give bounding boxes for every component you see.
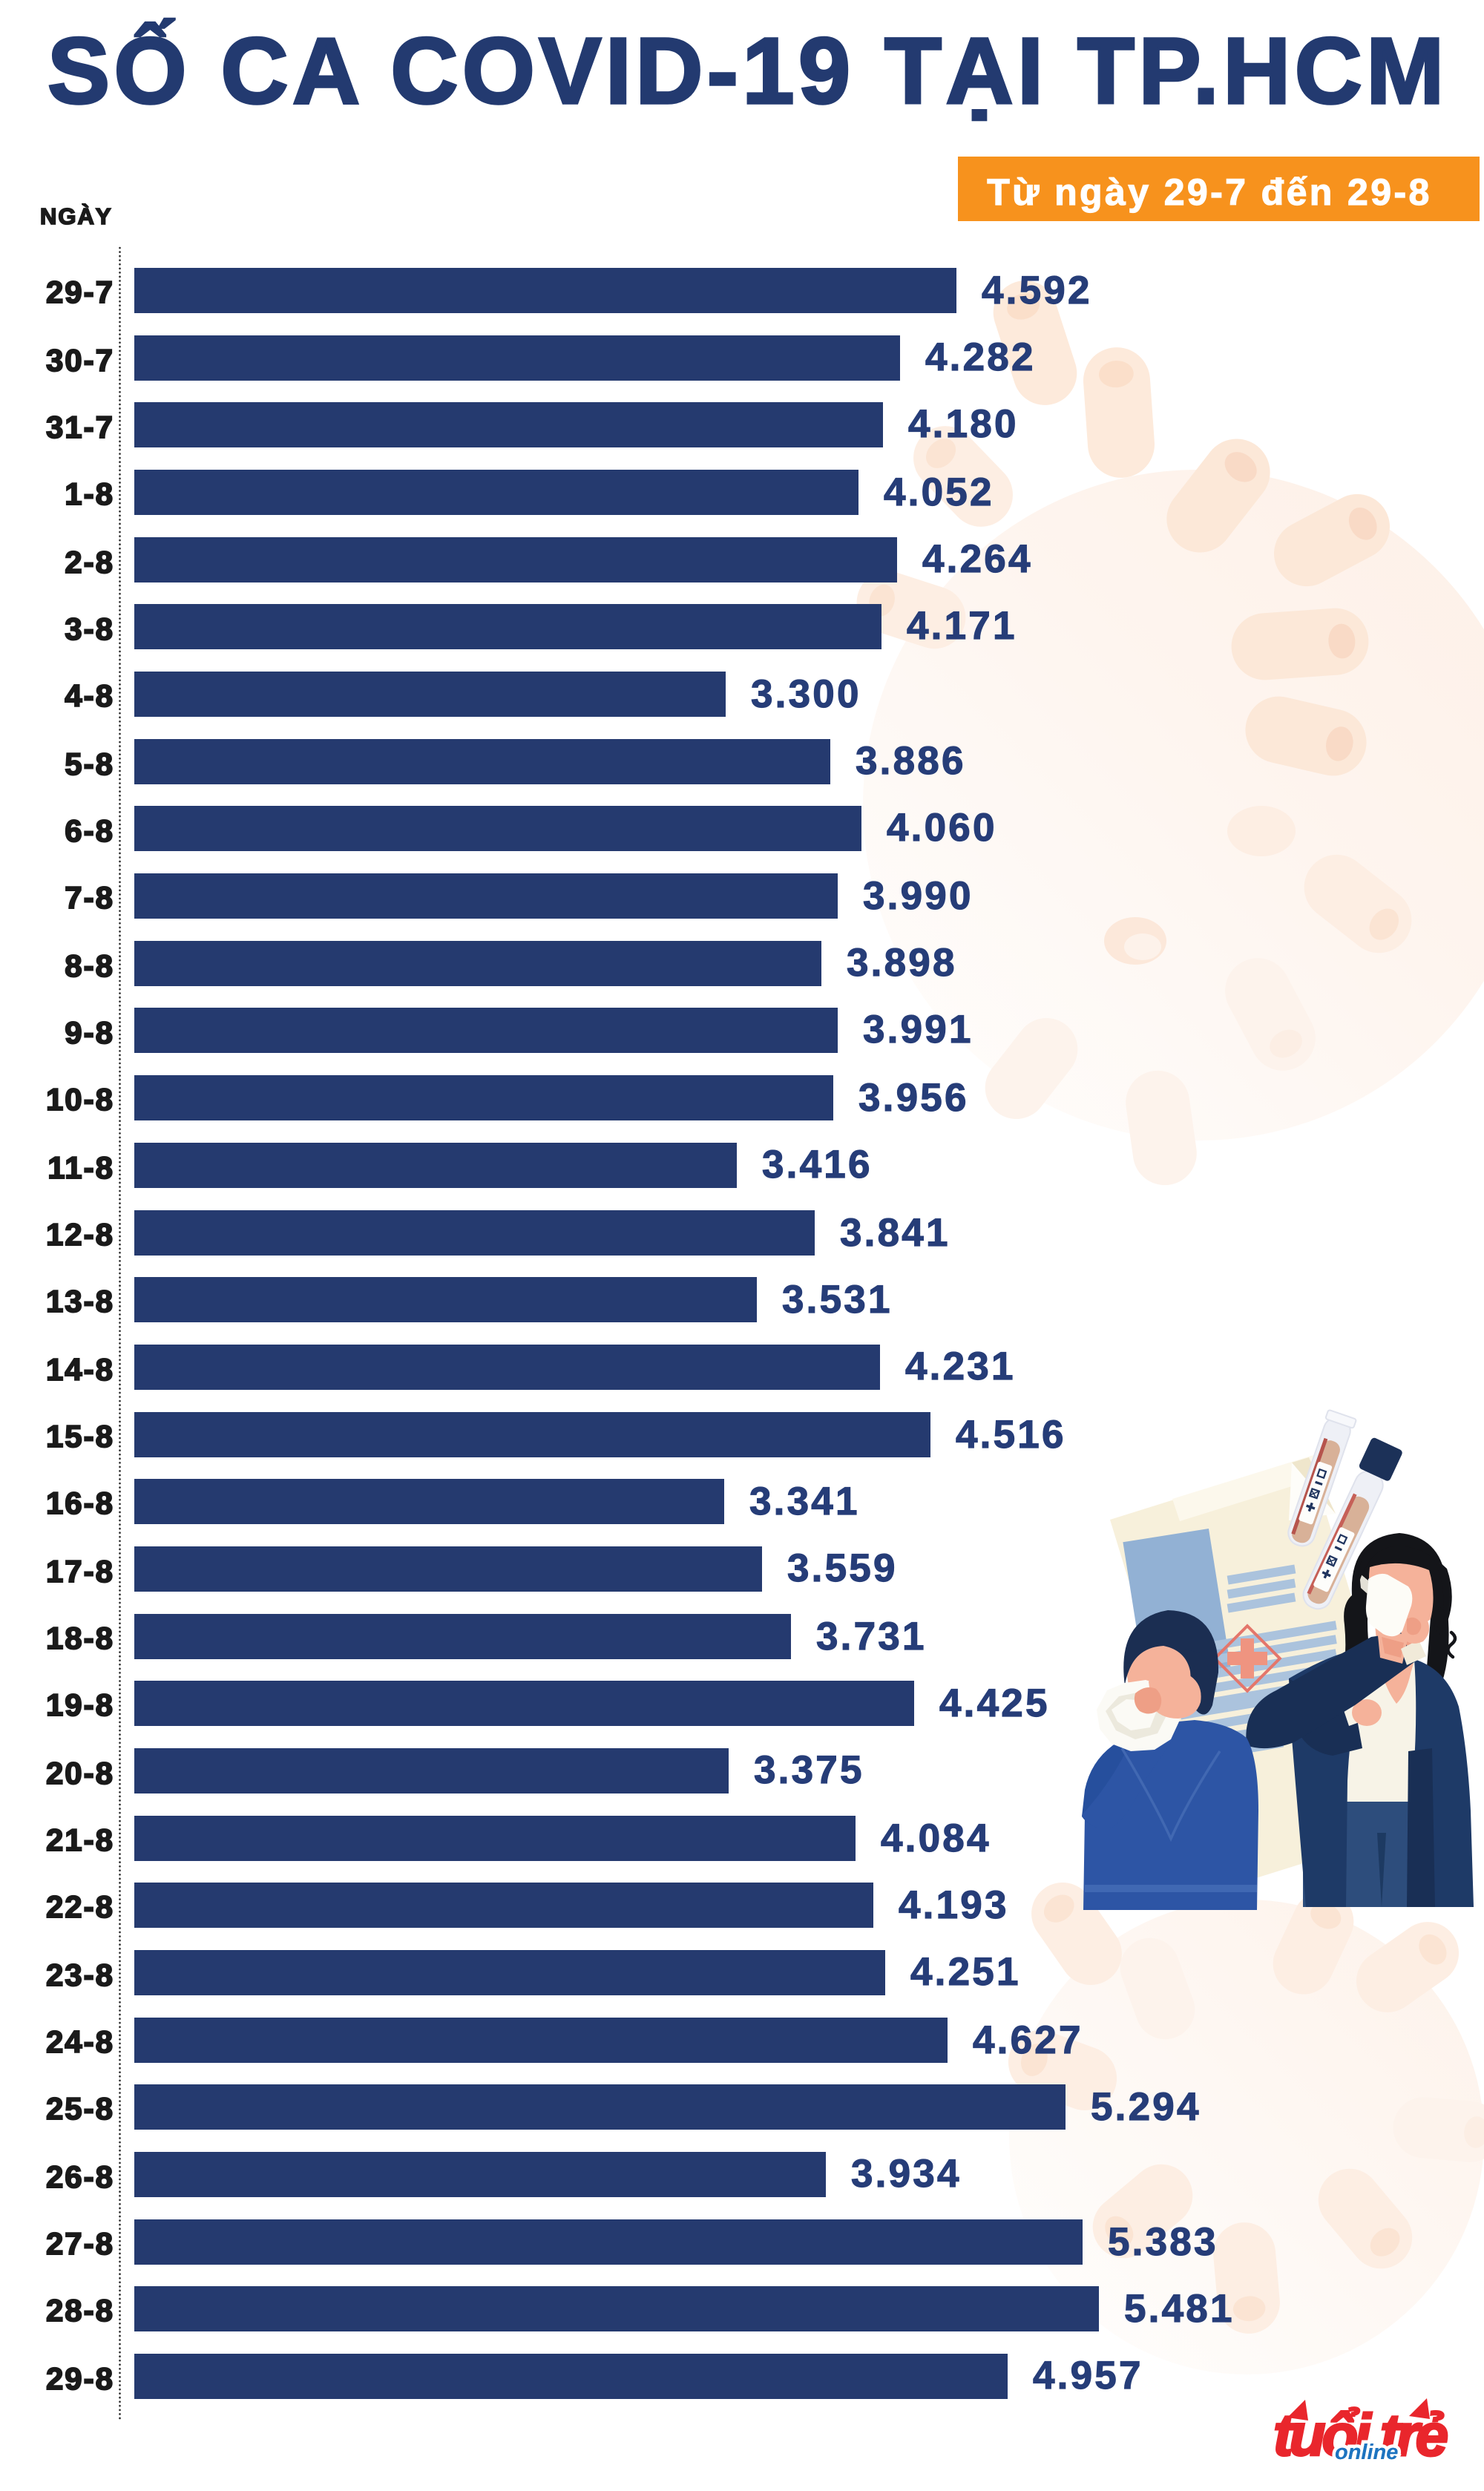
svg-text:online: online (1335, 2441, 1398, 2464)
svg-text:online: online (1335, 2441, 1398, 2464)
